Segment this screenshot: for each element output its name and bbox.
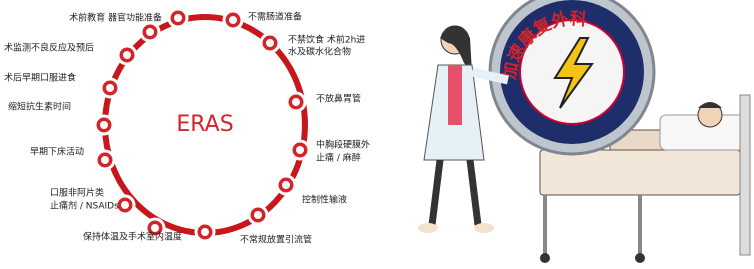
node-label: 术监测不良反应及预后 (4, 42, 94, 54)
node-label: 止痛 / 麻醉 (316, 152, 361, 164)
node-label: 术前教育 器官功能准备 (69, 12, 162, 24)
node-label: 保持体温及手术室内温度 (83, 231, 182, 243)
page: ERAS 术前教育 器官功能准备 不需肠道准备 不禁饮食 术前2h进 水及碳水化… (0, 0, 754, 269)
node-label: 早期下床活动 (30, 146, 84, 158)
node-label: 控制性输液 (302, 194, 347, 206)
node-label: 不放鼻胃管 (316, 93, 361, 105)
node-label: 不需肠道准备 (248, 11, 302, 23)
node-label: 术后早期口服进食 (4, 72, 76, 84)
node-label: 不常规放置引流管 (240, 234, 312, 246)
illustration: 加速康复外科 (418, 0, 750, 263)
node-label: 止痛剂 / NSAIDs (50, 200, 119, 212)
node-label: 不禁饮食 术前2h进 (288, 34, 365, 46)
node-label: 口服非阿片类 (50, 187, 104, 199)
node-label: 中胸段硬膜外 (316, 139, 370, 151)
node-label: 缩短抗生素时间 (8, 101, 71, 113)
node-label: 水及碳水化合物 (288, 46, 351, 58)
center-label: ERAS (176, 112, 233, 137)
